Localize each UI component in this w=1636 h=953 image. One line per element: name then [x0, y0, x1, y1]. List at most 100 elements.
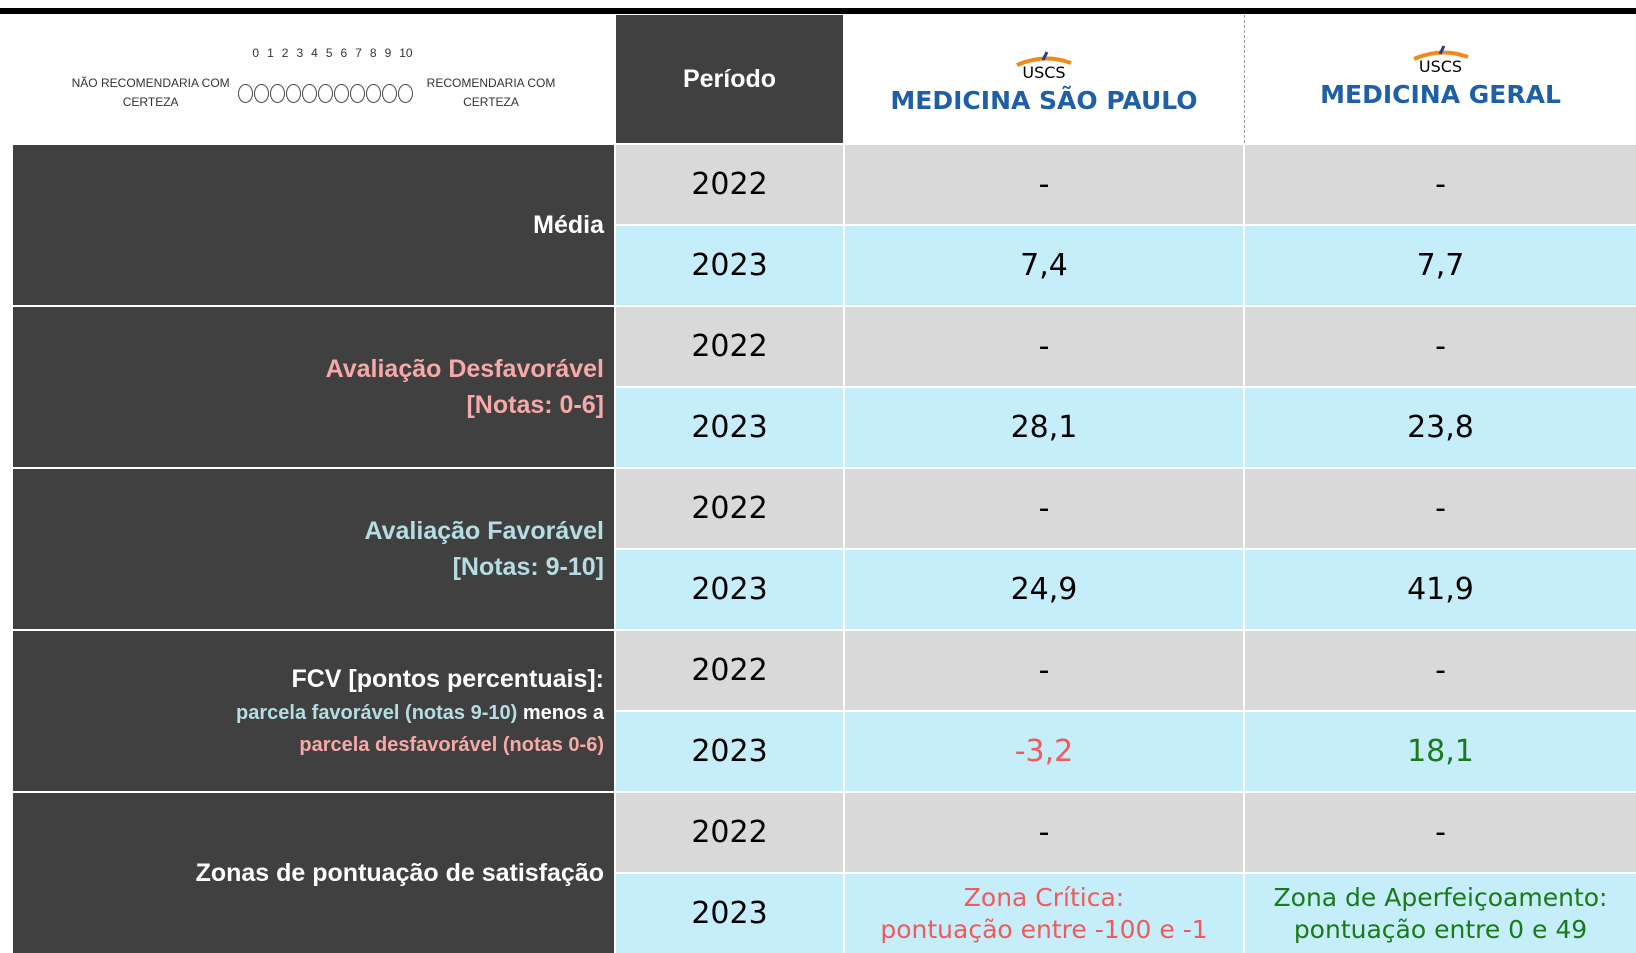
value-cell: 18,1: [1245, 712, 1636, 791]
logo-text: USCS: [1022, 63, 1066, 82]
circle: [317, 83, 333, 103]
period-cell: 2023: [616, 712, 843, 791]
label-line: CERTEZA: [122, 95, 179, 109]
row-label: FCV [pontos percentuais]: parcela favoráv…: [13, 631, 614, 791]
period-cell: 2022: [616, 145, 843, 224]
period-cell: 2023: [616, 550, 843, 629]
left-label: NÃO RECOMENDARIA COM CERTEZA: [72, 74, 230, 112]
value-cell: -: [1245, 793, 1636, 872]
scale-numbers: 0 1 2 3 4 5 6 7 8 9 10: [252, 46, 412, 60]
label-line: CERTEZA: [463, 95, 519, 109]
row-label: Avaliação Favorável [Notas: 9-10]: [13, 469, 614, 629]
circle: [381, 83, 397, 103]
period-cell: 2022: [616, 793, 843, 872]
logo-text: USCS: [1418, 57, 1463, 76]
scale-number: 5: [325, 46, 333, 60]
scale-number: 6: [340, 46, 348, 60]
logo-swoosh: [1016, 51, 1072, 67]
circle: [397, 83, 413, 103]
value-cell: -3,2: [845, 712, 1243, 791]
label-line: FCV [pontos percentuais]:: [291, 661, 604, 697]
circle: [333, 83, 349, 103]
scale-number: 3: [296, 46, 304, 60]
column-header: USCS MEDICINA GERAL: [1245, 15, 1636, 143]
circle: [365, 83, 381, 103]
label-segment: Avaliação Favorável: [364, 517, 605, 545]
value-cell: 7,7: [1245, 226, 1636, 305]
label-line: [Notas: 9-10]: [453, 549, 604, 585]
label-line: NÃO RECOMENDARIA COM: [71, 76, 230, 90]
label-segment: Avaliação Desfavorável: [325, 355, 604, 383]
circle: [237, 83, 253, 103]
top-bar: [0, 8, 1636, 14]
scale-number: 2: [281, 46, 289, 60]
label-line: parcela favorável (notas 9-10) menos a: [236, 697, 604, 729]
circle: [253, 83, 269, 103]
value-line: Zona de Aperfeiçoamento:: [1273, 882, 1608, 912]
label-line: Avaliação Favorável: [365, 513, 605, 549]
value-cell: -: [845, 145, 1243, 224]
value-cell: -: [1245, 307, 1636, 386]
period-cell: 2022: [616, 631, 843, 710]
scale-legend: 0 1 2 3 4 5 6 7 8 9 10 NÃO RECOMENDARIA COM CERTEZA…: [13, 15, 614, 143]
value-cell: Zona Crítica: pontuação entre -100 e -1: [845, 874, 1243, 953]
period-cell: 2022: [616, 469, 843, 548]
scale-number: 0: [252, 46, 260, 60]
label-segment: parcela desfavorável (notas 0-6): [299, 734, 604, 756]
label-line: Zonas de pontuação de satisfação: [196, 855, 604, 891]
value-cell: -: [845, 631, 1243, 710]
value-cell: 28,1: [845, 388, 1243, 467]
scale-number: 8: [369, 46, 377, 60]
logo-swoosh: [1412, 45, 1469, 61]
value-cell: -: [845, 469, 1243, 548]
period-cell: 2023: [616, 388, 843, 467]
scale-row: NÃO RECOMENDARIA COM CERTEZA RECOMENDARIA…: [72, 74, 556, 112]
circle: [285, 83, 301, 103]
row-label: Zonas de pontuação de satisfação: [13, 793, 614, 953]
scale-number: 7: [355, 46, 362, 60]
row-label: Média: [13, 145, 614, 305]
label-segment: menos a: [517, 702, 604, 724]
row-label: Avaliação Desfavorável [Notas: 0-6]: [13, 307, 614, 467]
period-cell: 2022: [616, 307, 843, 386]
label-line: parcela desfavorável (notas 0-6): [299, 729, 604, 761]
column-name: MEDICINA SÃO PAULO: [890, 86, 1198, 115]
column-name: MEDICINA GERAL: [1320, 80, 1561, 109]
value-cell: 41,9: [1245, 550, 1636, 629]
circle: [349, 83, 365, 103]
label-segment: [Notas: 0-6]: [466, 391, 604, 419]
period-header: Período: [616, 15, 843, 143]
label-line: Avaliação Desfavorável: [326, 351, 604, 387]
label-segment: Zonas de pontuação de satisfação: [195, 859, 604, 887]
label-line: Média: [533, 207, 604, 243]
divider: [1244, 15, 1245, 143]
value-line: Zona Crítica:: [963, 882, 1125, 912]
scale-number: 10: [399, 46, 413, 60]
circle: [269, 83, 285, 103]
logo: USCS: [1396, 45, 1486, 76]
circles: [237, 83, 413, 103]
value-cell: 23,8: [1245, 388, 1636, 467]
scale-number: 1: [267, 46, 274, 60]
value-cell: -: [845, 307, 1243, 386]
value-cell: Zona de Aperfeiçoamento: pontuação entre …: [1245, 874, 1636, 953]
value-cell: -: [845, 793, 1243, 872]
label-segment: Média: [533, 211, 604, 239]
scale-number: 4: [311, 46, 318, 60]
value-line: pontuação entre -100 e -1: [880, 914, 1208, 944]
value-line: pontuação entre 0 e 49: [1293, 914, 1588, 944]
column-header: USCS MEDICINA SÃO PAULO: [845, 15, 1243, 143]
value-cell: 24,9: [845, 550, 1243, 629]
label-line: RECOMENDARIA COM: [426, 76, 556, 90]
label-segment: [Notas: 9-10]: [452, 553, 604, 581]
label-segment: FCV [pontos percentuais]:: [291, 665, 604, 693]
value-cell: -: [1245, 469, 1636, 548]
value-cell: -: [1245, 631, 1636, 710]
value-cell: -: [1245, 145, 1636, 224]
label-line: [Notas: 0-6]: [466, 387, 604, 423]
period-cell: 2023: [616, 874, 843, 953]
value-cell: 7,4: [845, 226, 1243, 305]
scale-number: 9: [384, 46, 392, 60]
logo: USCS: [999, 51, 1089, 82]
